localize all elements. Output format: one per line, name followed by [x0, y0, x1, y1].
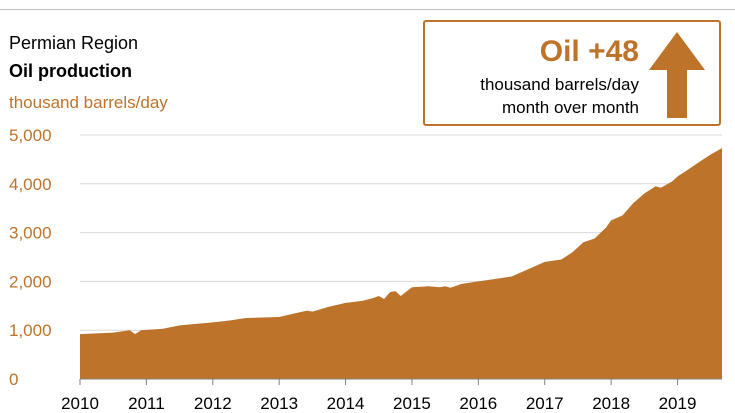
top-divider — [0, 9, 735, 10]
oil-production-area — [80, 148, 722, 379]
up-arrow-icon — [649, 32, 705, 118]
x-tick-label: 2015 — [393, 394, 431, 413]
x-tick-label: 2013 — [260, 394, 298, 413]
x-tick-label: 2017 — [526, 394, 564, 413]
y-tick-label: 3,000 — [9, 224, 52, 243]
x-tick-label: 2018 — [592, 394, 630, 413]
y-tick-label: 0 — [9, 370, 18, 389]
callout-period: month over month — [501, 98, 639, 117]
region-label: Permian Region — [9, 33, 139, 53]
x-tick-label: 2011 — [128, 394, 165, 413]
callout-units: thousand barrels/day — [480, 75, 639, 94]
y-tick-label: 1,000 — [9, 321, 52, 340]
y-tick-label: 4,000 — [9, 175, 52, 194]
y-tick-label: 5,000 — [9, 126, 52, 145]
x-tick-label: 2019 — [659, 394, 697, 413]
callout-box: Oil +48 thousand barrels/day month over … — [423, 20, 721, 126]
x-tick-label: 2012 — [194, 394, 232, 413]
callout-headline: Oil +48 — [539, 35, 639, 68]
y-tick-label: 2,000 — [9, 272, 52, 291]
x-tick-label: 2014 — [327, 394, 365, 413]
x-tick-label: 2016 — [459, 394, 497, 413]
chart-title: Oil production — [9, 61, 132, 81]
x-tick-label: 2010 — [61, 394, 99, 413]
units-label: thousand barrels/day — [9, 93, 168, 112]
